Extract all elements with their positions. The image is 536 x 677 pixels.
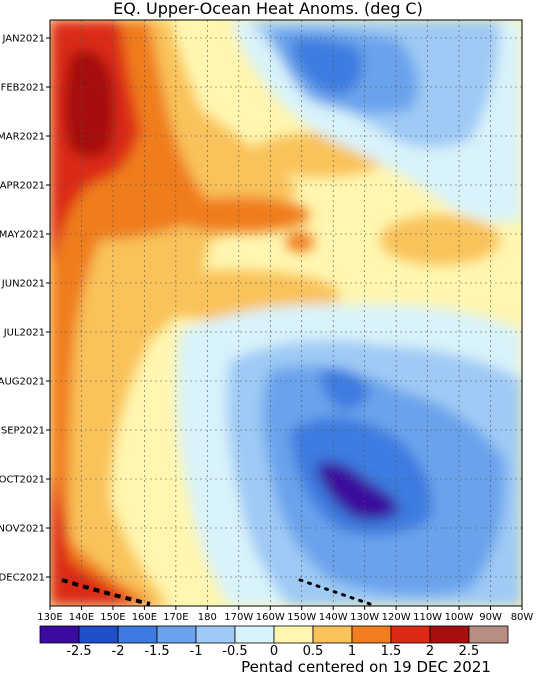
x-tick-label: 130E [37, 612, 62, 623]
colorbar-swatch [156, 625, 197, 644]
colorbar [39, 625, 509, 644]
y-tick-label: JUL2021 [3, 328, 45, 339]
y-tick-label: APR2021 [0, 181, 45, 192]
chart-title: EQ. Upper-Ocean Heat Anoms. (deg C) [113, 0, 423, 18]
x-tick-label: 170E [163, 612, 188, 623]
plot-frame [49, 19, 523, 607]
colorbar-swatch [117, 625, 158, 644]
y-tick-label: FEB2021 [1, 83, 45, 94]
x-tick-label: 120W [382, 612, 411, 623]
x-tick-label: 140E [69, 612, 94, 623]
warm-anomaly-patch [380, 215, 500, 265]
colorbar-label: 1.5 [381, 644, 402, 659]
x-tick-label: 160W [256, 612, 285, 623]
cool-anomaly-contour-4 [290, 38, 363, 95]
colorbar-label: 1 [348, 644, 356, 659]
x-axis: 130E 140E 150E 160E 170E 180 170W 160W 150W 140W 1… [37, 606, 533, 623]
y-tick-label: SEP2021 [1, 426, 45, 437]
heat-anomaly-field [50, 20, 522, 606]
x-tick-label: 170W [224, 612, 253, 623]
x-tick-label: 90W [479, 612, 502, 623]
colorbar-label: -2 [112, 644, 125, 659]
colorbar-label: -2.5 [66, 644, 91, 659]
x-tick-label: 110W [413, 612, 442, 623]
colorbar-label: 2 [426, 644, 434, 659]
colorbar-swatch [312, 625, 353, 644]
colorbar-label: -1.5 [144, 644, 169, 659]
x-tick-label: 80W [511, 612, 534, 623]
y-tick-label: NOV2021 [0, 524, 45, 535]
x-tick-label: 180 [198, 612, 217, 623]
cool-anomaly-contour-10 [315, 462, 400, 521]
x-tick-label: 140W [319, 612, 348, 623]
y-tick-label: DEC2021 [0, 573, 45, 584]
colorbar-swatch [429, 625, 470, 644]
colorbar-swatch [195, 625, 236, 644]
y-tick-label: AUG2021 [0, 377, 45, 388]
cool-kelvin-track [298, 578, 372, 606]
colorbar-swatch [351, 625, 392, 644]
footer-caption: Pentad centered on 19 DEC 2021 [241, 658, 491, 676]
colorbar-swatch [273, 625, 314, 644]
cool-anomaly-contour-9 [320, 367, 370, 410]
x-tick-label: 160E [132, 612, 157, 623]
y-tick-label: JUN2021 [1, 279, 45, 290]
y-axis: JAN2021 FEB2021 MAR2021 APR2021 MAY2021 JUN20… [0, 34, 50, 584]
warm-anomaly-contour-5 [50, 470, 140, 606]
x-tick-label: 130W [350, 612, 379, 623]
colorbar-label: 2.5 [459, 644, 480, 659]
colorbar-labels: -2.5 -2 -1.5 -1 -0.5 0 0.5 1 1.5 2 2.5 [66, 644, 479, 659]
colorbar-swatch [390, 625, 431, 644]
y-tick-label: MAY2021 [0, 230, 45, 241]
warm-anomaly-patch [286, 232, 314, 252]
warm-kelvin-track [61, 578, 151, 606]
x-tick-label: 100W [445, 612, 474, 623]
colorbar-label: -1 [190, 644, 203, 659]
x-tick-label: 150E [100, 612, 125, 623]
colorbar-swatch [39, 625, 80, 644]
colorbar-label: -0.5 [222, 644, 247, 659]
warm-anomaly-contour-4 [64, 50, 115, 158]
x-tick-label: 150W [287, 612, 316, 623]
colorbar-label: 0.5 [303, 644, 324, 659]
colorbar-label: 0 [270, 644, 278, 659]
colorbar-swatch [78, 625, 119, 644]
y-tick-label: JAN2021 [1, 34, 45, 45]
warm-anomaly-patch [170, 197, 310, 233]
y-tick-label: OCT2021 [0, 475, 45, 486]
plot-grid [50, 20, 522, 606]
y-tick-label: MAR2021 [0, 132, 45, 143]
colorbar-swatch [468, 625, 509, 644]
colorbar-swatch [234, 625, 275, 644]
